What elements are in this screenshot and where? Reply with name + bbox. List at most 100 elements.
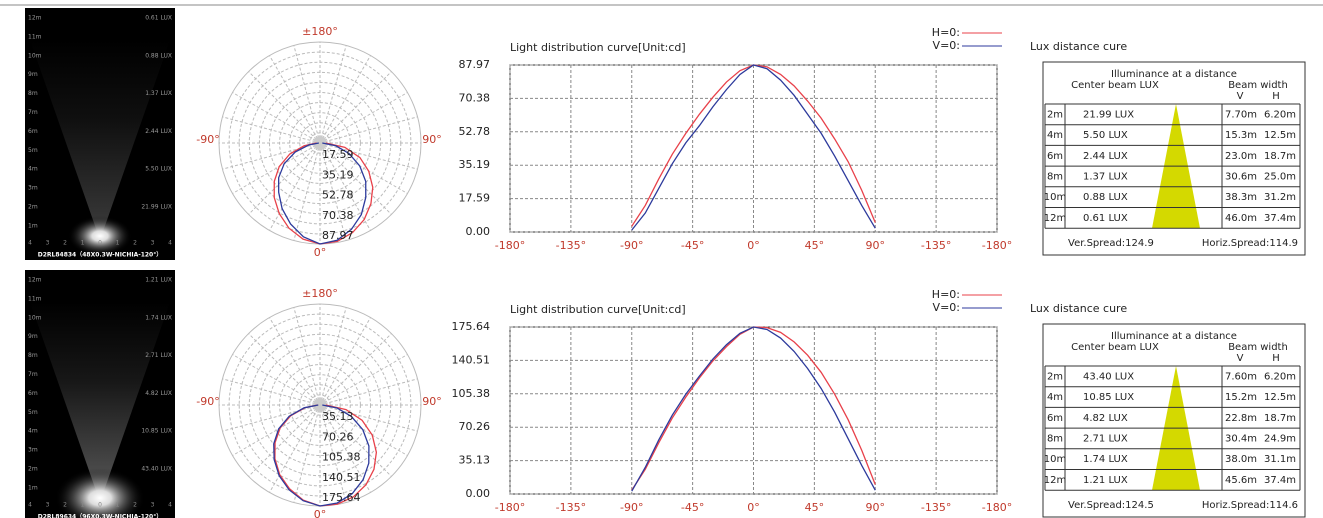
- polar-spoke: [319, 404, 347, 503]
- lux-label: 0.88 LUX: [145, 52, 172, 59]
- offset-label: 2: [133, 502, 137, 509]
- distance-label: 2m: [28, 466, 38, 473]
- distance-label: 11m: [28, 33, 42, 40]
- polar-spoke: [319, 317, 371, 406]
- polar-spoke: [222, 378, 321, 406]
- table-cell: 12m: [1044, 213, 1066, 224]
- polar-spoke: [319, 71, 392, 144]
- polar-label: -90°: [196, 133, 219, 146]
- x-tick-label: -135°: [556, 239, 586, 252]
- offset-label: 0: [98, 502, 102, 509]
- polar-spoke: [232, 354, 321, 406]
- polar-spoke: [232, 92, 321, 144]
- beam-cone: [30, 40, 170, 240]
- table-cell: 5.50 LUX: [1083, 130, 1128, 141]
- table-cell: 7.60m: [1225, 371, 1257, 382]
- polar-spoke: [269, 317, 321, 406]
- polar-label: 90°: [422, 395, 442, 408]
- legend-label: H=0:: [932, 288, 960, 301]
- polar-spoke: [248, 404, 321, 477]
- table-cell: 8m: [1047, 171, 1063, 182]
- table-cell: 10m: [1044, 454, 1066, 465]
- offset-label: 0: [98, 240, 102, 247]
- polar-spoke: [293, 404, 321, 503]
- polar-spoke: [319, 142, 347, 241]
- polar-spoke: [319, 142, 371, 231]
- table-cell: 6.20m: [1264, 109, 1296, 120]
- curve-line: [631, 64, 876, 231]
- legend-label: V=0:: [933, 39, 960, 52]
- table-header: Center beam LUX: [1071, 80, 1159, 91]
- y-tick-label: 35.19: [459, 158, 491, 171]
- table-cell: 18.7m: [1264, 413, 1296, 424]
- table-title: Illuminance at a distance: [1111, 69, 1237, 80]
- lux-label: 2.71 LUX: [145, 352, 172, 359]
- legend-label: H=0:: [932, 26, 960, 39]
- x-tick-label: -180°: [495, 239, 525, 252]
- x-tick-label: -180°: [982, 239, 1012, 252]
- lux-label: 1.37 LUX: [145, 90, 172, 97]
- table-cell: 1.21 LUX: [1083, 475, 1128, 486]
- distance-label: 3m: [28, 447, 38, 454]
- table-cell: 30.4m: [1225, 433, 1257, 444]
- polar-ring-label: 17.59: [322, 148, 354, 161]
- polar-spoke: [232, 404, 321, 456]
- distance-label: 8m: [28, 352, 38, 359]
- polar-spoke: [269, 404, 321, 493]
- table-cell: 12.5m: [1264, 392, 1296, 403]
- polar-label: -90°: [196, 395, 219, 408]
- polar-ring-label: 52.78: [322, 189, 354, 202]
- polar-spoke: [319, 404, 371, 493]
- x-tick-label: 0°: [747, 239, 760, 252]
- table-cell: 2.71 LUX: [1083, 433, 1128, 444]
- table-cell: 6m: [1047, 413, 1063, 424]
- table-cell: 43.40 LUX: [1083, 371, 1134, 382]
- lux-label: 43.40 LUX: [141, 466, 172, 473]
- distance-label: 5m: [28, 409, 38, 416]
- lux-label: 21.99 LUX: [141, 204, 172, 211]
- distance-label: 1m: [28, 484, 38, 491]
- polar-spoke: [319, 142, 392, 215]
- y-tick-label: 105.38: [452, 387, 491, 400]
- polar-spoke: [319, 404, 418, 432]
- table-cell: 1.74 LUX: [1083, 454, 1128, 465]
- table-footer: Ver.Spread:124.5: [1068, 500, 1154, 511]
- polar-hub: [313, 398, 327, 412]
- polar-ring-label: 35.19: [322, 168, 354, 181]
- table-cell: 2.44 LUX: [1083, 151, 1128, 162]
- offset-label: 4: [168, 502, 172, 509]
- x-tick-label: 90°: [866, 239, 886, 252]
- polar-ring-label: 70.26: [322, 430, 354, 443]
- table-cell: 23.0m: [1225, 151, 1257, 162]
- polar-spoke: [319, 116, 418, 144]
- distance-label: 1m: [28, 222, 38, 229]
- table-footer: Horiz.Spread:114.9: [1202, 238, 1298, 249]
- polar-ring-label: 87.97: [322, 229, 354, 242]
- polar-ring-label: 105.38: [322, 451, 361, 464]
- distance-label: 2m: [28, 204, 38, 211]
- table-footer: Ver.Spread:124.9: [1068, 238, 1154, 249]
- distance-label: 6m: [28, 128, 38, 135]
- table-header: V: [1237, 91, 1244, 102]
- polar-spoke: [248, 333, 321, 406]
- table-cell: 37.4m: [1264, 475, 1296, 486]
- table-cell: 2m: [1047, 371, 1063, 382]
- table-cell: 21.99 LUX: [1083, 109, 1134, 120]
- polar-label: ±180°: [302, 287, 338, 300]
- beam-caption: D2RL84834（48X0.3W-NICHIA-120°）: [38, 251, 163, 259]
- table-cell: 31.1m: [1264, 454, 1296, 465]
- offset-label: 4: [28, 502, 32, 509]
- table-heading: Lux distance cure: [1030, 302, 1127, 315]
- x-tick-label: 0°: [747, 501, 760, 514]
- table-cell: 12m: [1044, 475, 1066, 486]
- offset-label: 4: [28, 240, 32, 247]
- table-cell: 25.0m: [1264, 171, 1296, 182]
- polar-spoke: [319, 45, 347, 144]
- polar-spoke: [248, 71, 321, 144]
- curve-line: [631, 326, 876, 492]
- lux-label: 1.74 LUX: [145, 314, 172, 321]
- beam-cone: [30, 302, 170, 502]
